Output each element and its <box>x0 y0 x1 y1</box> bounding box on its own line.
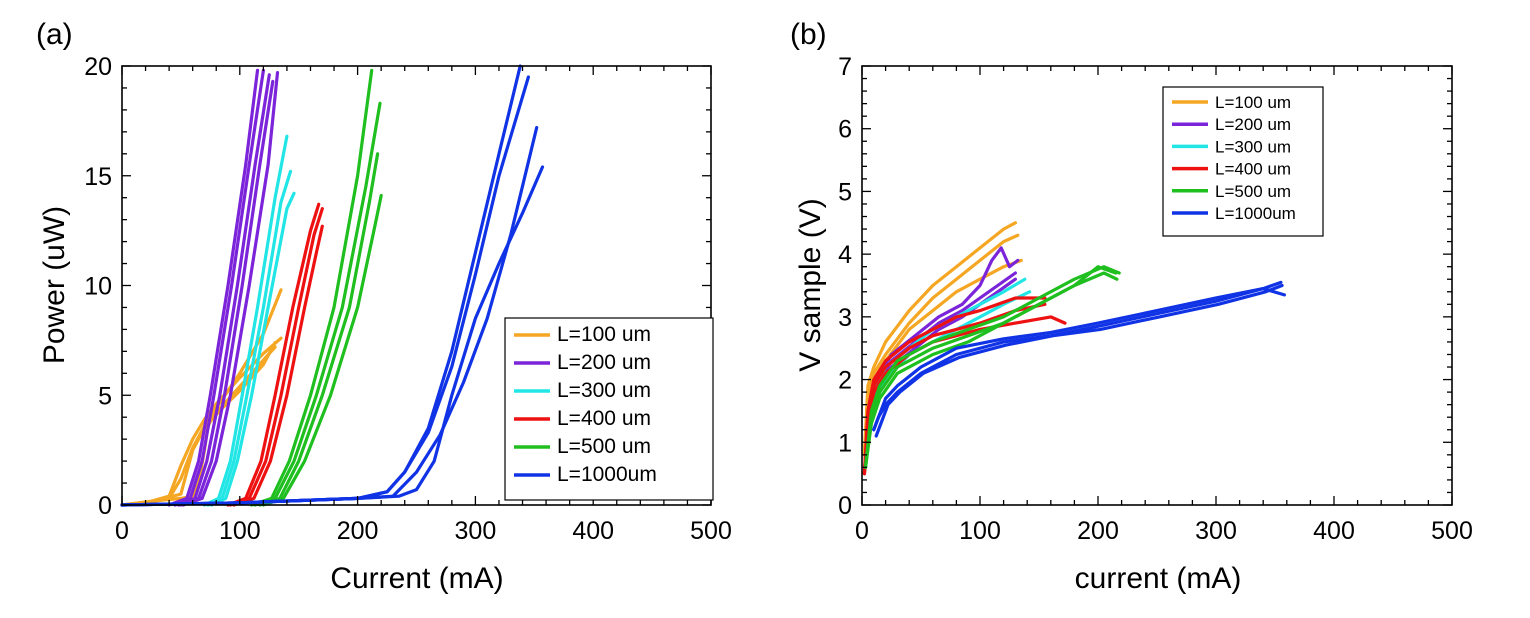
legend-label: L=300 um <box>557 379 651 402</box>
panel-a-power-vs-current: (a) Current (mA) Power (uW) 0 100 200 300 40… <box>36 18 732 595</box>
legend: L=100 um L=200 um L=300 um L=400 um L=500 um… <box>504 317 714 501</box>
series-l-500-um <box>863 265 1121 469</box>
series-line <box>863 265 1121 469</box>
series-line <box>874 283 1284 438</box>
legend-entry: L=100 um <box>514 323 651 346</box>
legend-label: L=400 um <box>1215 160 1291 179</box>
legend-label: L=100 um <box>557 323 651 346</box>
legend-label: L=1000um <box>1215 204 1296 223</box>
plot-area: 0 100 200 300 400 500 0 5 10 15 20 <box>84 53 732 545</box>
x-tick-label: 300 <box>1195 517 1237 545</box>
legend-label: L=400 um <box>557 407 651 430</box>
legend-label: L=200 um <box>557 351 651 374</box>
y-tick-label: 20 <box>84 53 112 81</box>
series-l-400-um <box>226 202 324 507</box>
series-l-200-um <box>167 68 280 507</box>
x-tick-label: 200 <box>1077 517 1119 545</box>
legend-entry: L=300 um <box>1172 137 1291 156</box>
panel-b-voltage-vs-current: (b) current (mA) V sample (V) 0 100 200 300… <box>790 18 1473 595</box>
series-line <box>120 165 545 507</box>
series-line <box>863 271 1119 469</box>
series-line <box>872 280 1283 432</box>
legend-entry: L=500 um <box>514 435 651 458</box>
x-tick-label: 500 <box>690 517 732 545</box>
legend-entry: L=200 um <box>1172 115 1291 134</box>
series-line <box>863 265 1118 469</box>
x-tick-label: 100 <box>959 517 1001 545</box>
y-tick-label: 4 <box>838 241 852 269</box>
series-line <box>862 302 1047 476</box>
legend-frame <box>1162 86 1324 237</box>
tick-marks <box>861 65 1453 506</box>
series-line <box>862 221 1018 457</box>
y-tick-label: 10 <box>84 273 112 301</box>
series-line <box>120 64 522 507</box>
series-line <box>209 191 296 507</box>
x-tick-label: 400 <box>572 517 614 545</box>
legend-entry: L=1000um <box>1172 204 1296 223</box>
y-tick-label: 6 <box>838 116 852 144</box>
series-line <box>261 193 383 507</box>
y-tick-label: 7 <box>838 53 852 81</box>
legend-label: L=100 um <box>1215 93 1291 112</box>
series-line <box>181 70 280 507</box>
series-l-500-um <box>250 68 383 507</box>
plot-frame <box>861 65 1453 506</box>
y-tick-label: 15 <box>84 163 112 191</box>
panel-label: (b) <box>790 18 827 51</box>
series-line <box>862 296 1047 476</box>
legend-entry: L=300 um <box>514 379 651 402</box>
x-tick-label: 200 <box>337 517 379 545</box>
legend-entry: L=500 um <box>1172 182 1291 201</box>
legend-entry: L=1000um <box>514 463 657 486</box>
x-tick-label: 500 <box>1431 517 1473 545</box>
y-tick-label: 0 <box>98 492 112 520</box>
series-line <box>228 207 324 507</box>
series-l-1000um <box>120 64 545 507</box>
legend-label: L=500 um <box>1215 182 1291 201</box>
series-line <box>120 125 539 507</box>
legend-label: L=500 um <box>557 435 651 458</box>
y-tick-label: 5 <box>98 382 112 410</box>
x-tick-label: 400 <box>1313 517 1355 545</box>
x-tick-label: 0 <box>855 517 869 545</box>
x-tick-label: 300 <box>455 517 497 545</box>
legend-entry: L=200 um <box>514 351 651 374</box>
x-axis-title: Current (mA) <box>330 562 503 595</box>
series-l-1000um <box>872 280 1287 438</box>
series-l-300-um <box>202 134 296 507</box>
series-line <box>862 233 1020 457</box>
legend-entry: L=100 um <box>1172 93 1291 112</box>
y-tick-label: 1 <box>838 429 852 457</box>
data-lines <box>120 64 545 507</box>
y-tick-label: 0 <box>838 492 852 520</box>
y-axis-title: V sample (V) <box>794 198 827 371</box>
plot-area: 0 100 200 300 400 500 0 1 2 3 4 5 6 7 <box>838 53 1473 545</box>
series-line <box>872 287 1287 432</box>
series-line <box>232 224 324 507</box>
y-tick-label: 5 <box>838 178 852 206</box>
series-line <box>173 68 265 507</box>
legend: L=100 um L=200 um L=300 um L=400 um L=500 um… <box>1162 86 1324 237</box>
legend-entry: L=400 um <box>514 407 651 430</box>
legend-label: L=300 um <box>1215 137 1291 156</box>
x-axis-title: current (mA) <box>1075 562 1242 595</box>
panel-label: (a) <box>36 18 73 51</box>
y-tick-label: 3 <box>838 304 852 332</box>
legend-label: L=200 um <box>1215 115 1291 134</box>
legend-frame <box>504 317 714 501</box>
y-tick-label: 2 <box>838 367 852 395</box>
x-tick-label: 0 <box>115 517 129 545</box>
y-axis-title: Power (uW) <box>38 206 71 364</box>
legend-label: L=1000um <box>557 463 657 486</box>
x-tick-label: 100 <box>219 517 261 545</box>
data-lines <box>862 221 1287 476</box>
series-line <box>167 68 260 507</box>
legend-entry: L=400 um <box>1172 160 1291 179</box>
